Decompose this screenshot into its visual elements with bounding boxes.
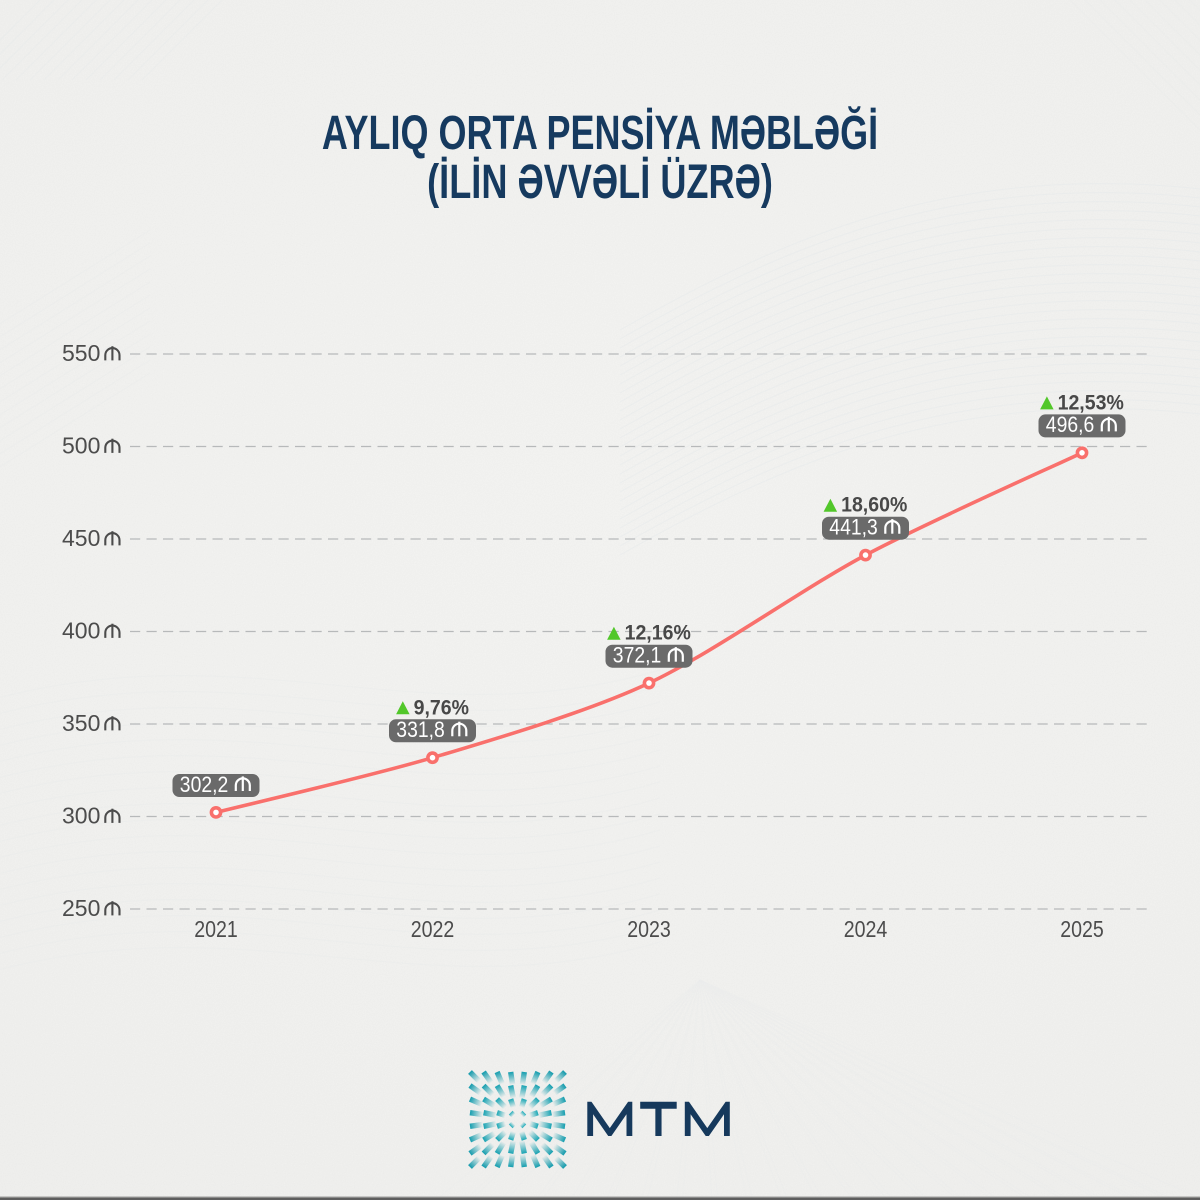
svg-text:372,1: 372,1 xyxy=(613,643,661,667)
svg-text:350: 350 xyxy=(62,710,100,736)
svg-text:12,16%: 12,16% xyxy=(625,622,691,645)
svg-text:2023: 2023 xyxy=(627,917,671,943)
svg-text:300: 300 xyxy=(62,802,100,828)
svg-text:2025: 2025 xyxy=(1060,917,1104,943)
svg-text:2024: 2024 xyxy=(844,917,888,943)
svg-text:250: 250 xyxy=(62,895,100,921)
svg-text:331,8: 331,8 xyxy=(396,718,444,742)
svg-text:12,53%: 12,53% xyxy=(1058,392,1124,415)
svg-text:550: 550 xyxy=(62,340,100,366)
svg-text:400: 400 xyxy=(62,617,100,643)
svg-text:500: 500 xyxy=(62,432,100,458)
svg-text:9,76%: 9,76% xyxy=(414,697,469,720)
svg-text:441,3: 441,3 xyxy=(829,515,877,539)
svg-text:18,60%: 18,60% xyxy=(841,494,907,517)
svg-text:302,2: 302,2 xyxy=(180,773,228,797)
svg-text:2022: 2022 xyxy=(411,917,455,943)
svg-text:450: 450 xyxy=(62,525,100,551)
svg-text:496,6: 496,6 xyxy=(1046,413,1094,437)
svg-text:2021: 2021 xyxy=(194,917,238,943)
